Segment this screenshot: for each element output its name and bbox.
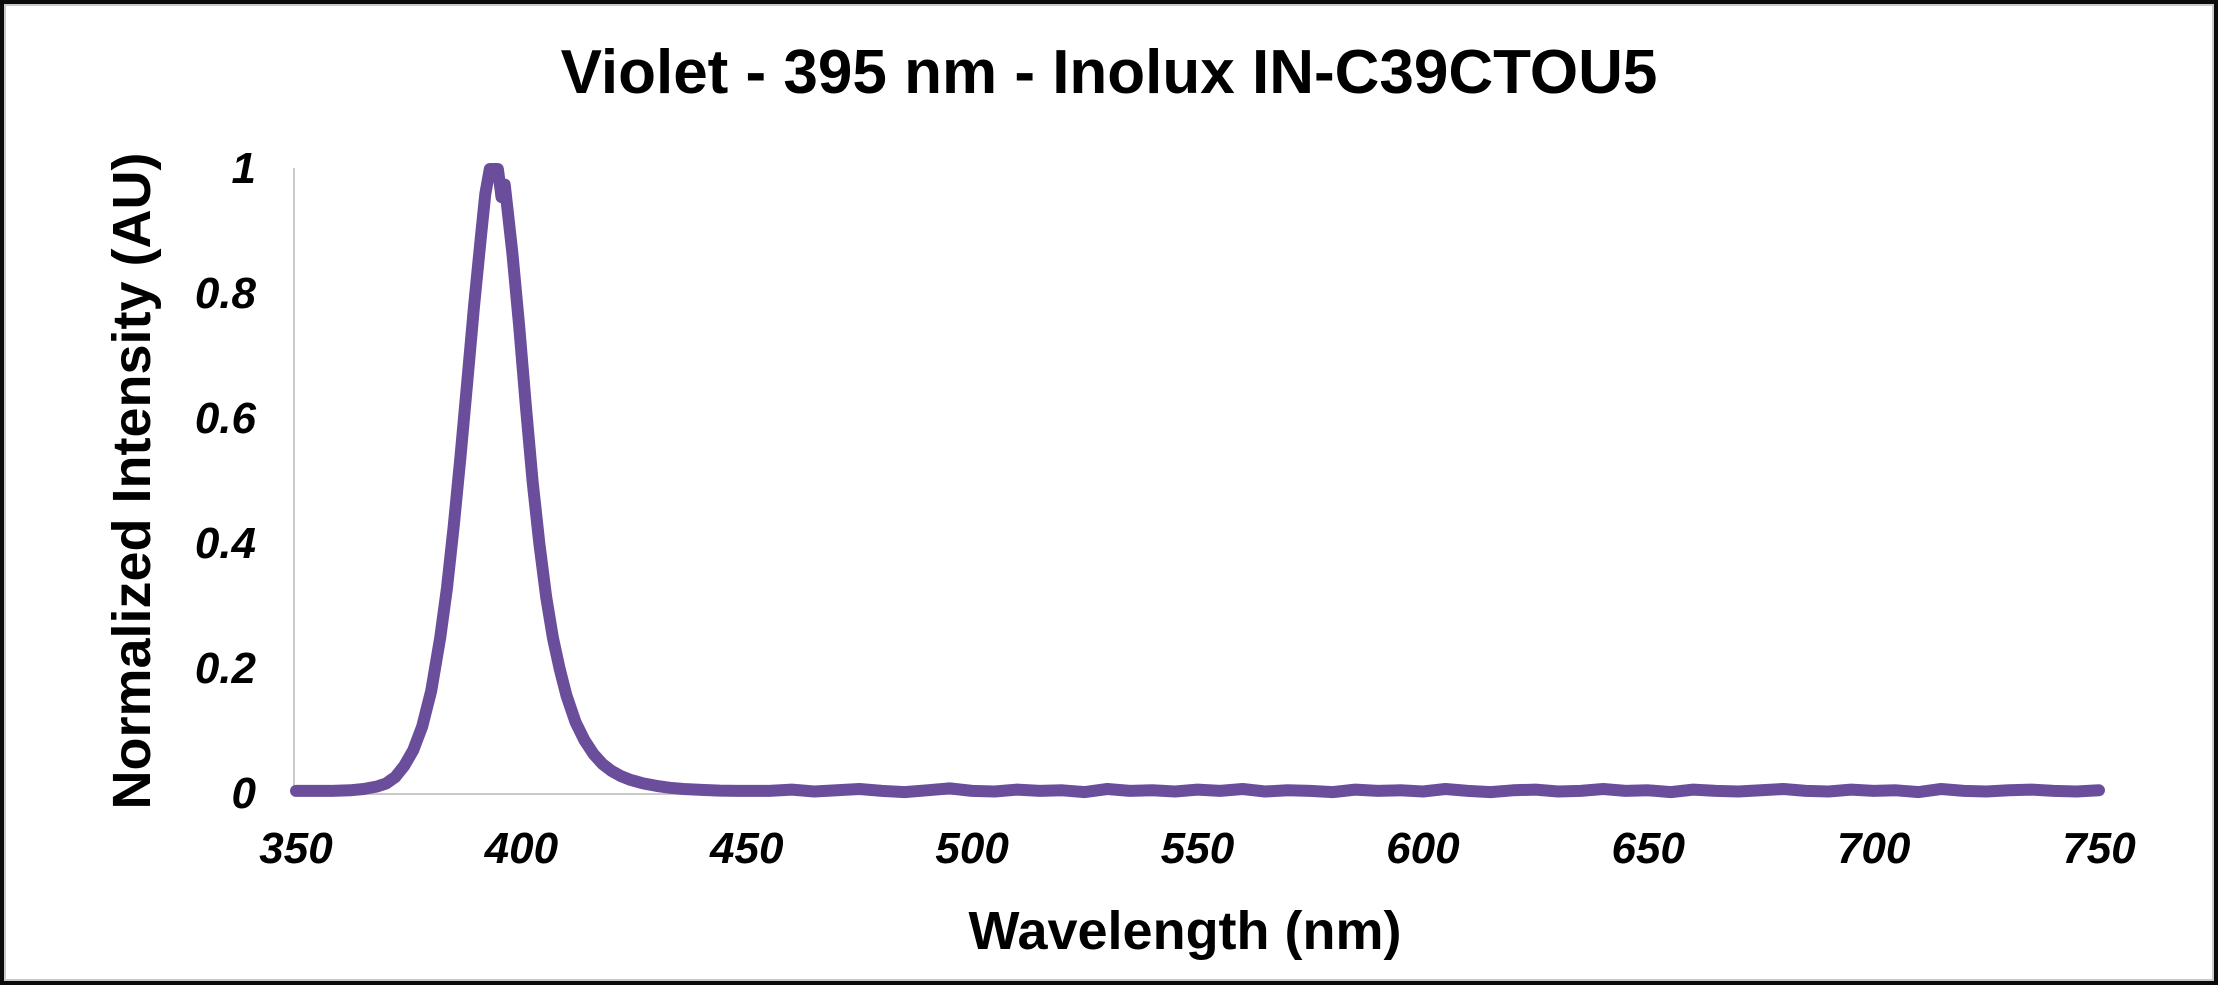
y-tick-label: 0.6 [194,394,256,443]
x-tick-label: 500 [935,824,1009,873]
spectrum-line [290,163,2105,799]
y-tick-label: 0 [231,769,256,818]
chart-title: Violet - 395 nm - Inolux IN-C39CTOU5 [560,38,1658,107]
x-axis-title: Wavelength (nm) [968,901,1402,961]
x-tick-label: 350 [259,824,333,873]
x-tick-label: 650 [1611,824,1685,873]
x-tick-label: 750 [2062,824,2136,873]
x-tick-label: 450 [710,824,784,873]
y-tick-label: 0.4 [194,519,256,568]
x-tick-label: 550 [1160,824,1235,873]
y-tick-label: 1 [231,144,256,193]
y-tick-label: 0.8 [194,269,256,318]
spectrum-plot [290,163,2105,799]
y-axis-line [293,168,295,795]
x-tick-label: 400 [484,824,559,873]
x-tick-label: 600 [1386,824,1460,873]
y-tick-label: 0.2 [194,644,256,693]
x-tick-label: 700 [1836,824,1911,873]
y-axis-title: Normalized Intensity (AU) [102,152,162,810]
